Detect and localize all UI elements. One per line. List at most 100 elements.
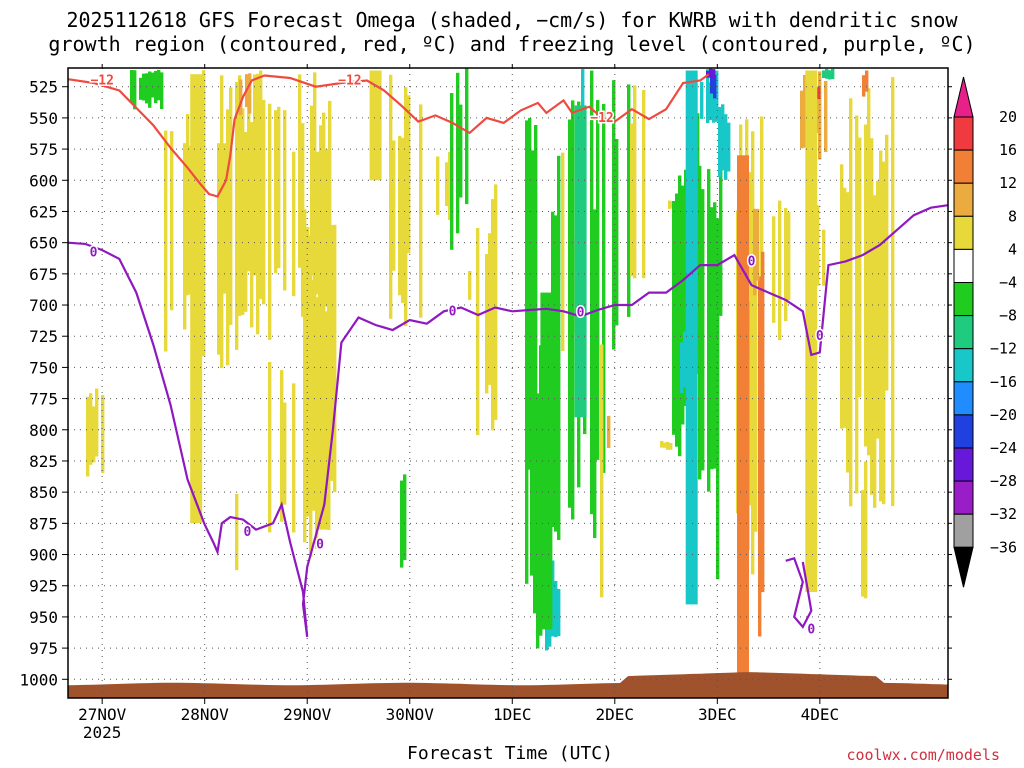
contour-label: 0 bbox=[449, 304, 457, 319]
omega-streak bbox=[630, 123, 634, 277]
colorbar-label: 12 bbox=[999, 174, 1017, 192]
colorbar-label: 8 bbox=[1008, 207, 1017, 225]
omega-streak bbox=[571, 100, 575, 520]
y-tick-label: 750 bbox=[29, 358, 58, 377]
omega-streak bbox=[787, 212, 791, 301]
omega-streak bbox=[226, 109, 230, 345]
omega-streak bbox=[92, 406, 96, 463]
omega-streak bbox=[491, 199, 495, 431]
omega-streak bbox=[202, 70, 206, 356]
colorbar-label: 16 bbox=[999, 141, 1017, 159]
omega-streak bbox=[849, 98, 853, 507]
omega-streak bbox=[822, 229, 826, 286]
y-tick-label: 625 bbox=[29, 202, 58, 221]
omega-streak bbox=[710, 73, 714, 94]
y-tick-label: 925 bbox=[29, 577, 58, 596]
omega-streak bbox=[436, 156, 440, 215]
omega-region bbox=[190, 74, 203, 524]
omega-streak bbox=[328, 100, 332, 335]
colorbar-bin bbox=[953, 480, 974, 515]
contour-label: 0 bbox=[748, 254, 756, 269]
omega-streak bbox=[419, 104, 423, 318]
omega-streak bbox=[858, 137, 862, 398]
omega-streak bbox=[220, 75, 224, 369]
omega-streak bbox=[274, 110, 278, 274]
omega-streak bbox=[615, 139, 619, 326]
omega-streak bbox=[312, 280, 316, 511]
omega-streak bbox=[600, 344, 604, 598]
omega-streak bbox=[445, 162, 449, 207]
omega-streak bbox=[678, 175, 682, 457]
omega-streak bbox=[256, 73, 260, 335]
omega-streak bbox=[778, 200, 782, 341]
omega-streak bbox=[873, 195, 877, 508]
omega-streak bbox=[627, 84, 631, 317]
omega-streak bbox=[800, 90, 804, 149]
omega-streak bbox=[315, 297, 319, 549]
omega-streak bbox=[724, 114, 728, 180]
omega-streak bbox=[669, 443, 673, 450]
omega-streak bbox=[303, 209, 307, 543]
omega-streak bbox=[607, 415, 611, 448]
omega-streak bbox=[398, 135, 402, 296]
omega-streak bbox=[876, 180, 880, 439]
colorbar-label: −20 bbox=[990, 406, 1017, 424]
colorbar-label: −32 bbox=[990, 505, 1017, 523]
plot-frame bbox=[67, 67, 949, 699]
omega-streak bbox=[247, 96, 251, 272]
omega-streak bbox=[751, 131, 755, 575]
colorbar-bin bbox=[953, 513, 974, 548]
contour-label: 0 bbox=[90, 246, 98, 261]
y-tick-label: 550 bbox=[29, 109, 58, 128]
omega-streak bbox=[855, 115, 859, 494]
omega-streak bbox=[160, 72, 164, 109]
omega-streak bbox=[148, 73, 152, 104]
y-tick-label: 725 bbox=[29, 327, 58, 346]
contour-label: 0 bbox=[577, 306, 585, 321]
omega-streak bbox=[401, 137, 405, 303]
omega-streak bbox=[675, 193, 679, 447]
omega-streak bbox=[867, 88, 871, 456]
omega-streak bbox=[784, 208, 788, 321]
colorbar-label: −12 bbox=[990, 340, 1017, 358]
omega-streak bbox=[885, 134, 889, 391]
omega-streak bbox=[818, 71, 822, 160]
omega-streak bbox=[183, 143, 187, 330]
omega-streak bbox=[822, 70, 826, 78]
contour-label: 0 bbox=[243, 525, 251, 540]
omega-streak bbox=[870, 138, 874, 495]
omega-streak bbox=[668, 200, 672, 209]
omega-streak bbox=[758, 276, 762, 637]
omega-streak bbox=[551, 560, 555, 637]
omega-streak bbox=[301, 123, 305, 317]
omega-streak bbox=[713, 75, 717, 99]
y-tick-label: 825 bbox=[29, 452, 58, 471]
omega-streak bbox=[139, 77, 143, 100]
omega-streak bbox=[239, 79, 243, 116]
omega-streak bbox=[403, 474, 407, 561]
omega-streak bbox=[701, 189, 705, 471]
omega-streak bbox=[392, 140, 396, 271]
omega-streak bbox=[465, 68, 469, 205]
omega-streak bbox=[706, 69, 710, 123]
omega-streak bbox=[713, 202, 717, 469]
omega-streak bbox=[298, 74, 302, 268]
freezing-level-contour bbox=[67, 204, 949, 638]
omega-streak bbox=[554, 215, 558, 532]
omega-streak bbox=[721, 104, 725, 171]
omega-streak bbox=[292, 151, 296, 297]
omega-streak bbox=[840, 164, 844, 429]
omega-streak bbox=[95, 388, 99, 457]
omega-streak bbox=[268, 362, 272, 533]
colorbar-label: 4 bbox=[1008, 240, 1017, 258]
omega-region bbox=[369, 70, 382, 181]
omega-streak bbox=[831, 68, 835, 80]
omega-streak bbox=[748, 172, 752, 506]
omega-streak bbox=[235, 81, 239, 350]
colorbar-bin bbox=[953, 315, 974, 350]
omega-streak bbox=[554, 581, 558, 637]
omega-streak bbox=[712, 69, 716, 79]
omega-streak bbox=[660, 440, 664, 448]
omega-streak bbox=[551, 211, 555, 527]
omega-region bbox=[540, 292, 553, 630]
